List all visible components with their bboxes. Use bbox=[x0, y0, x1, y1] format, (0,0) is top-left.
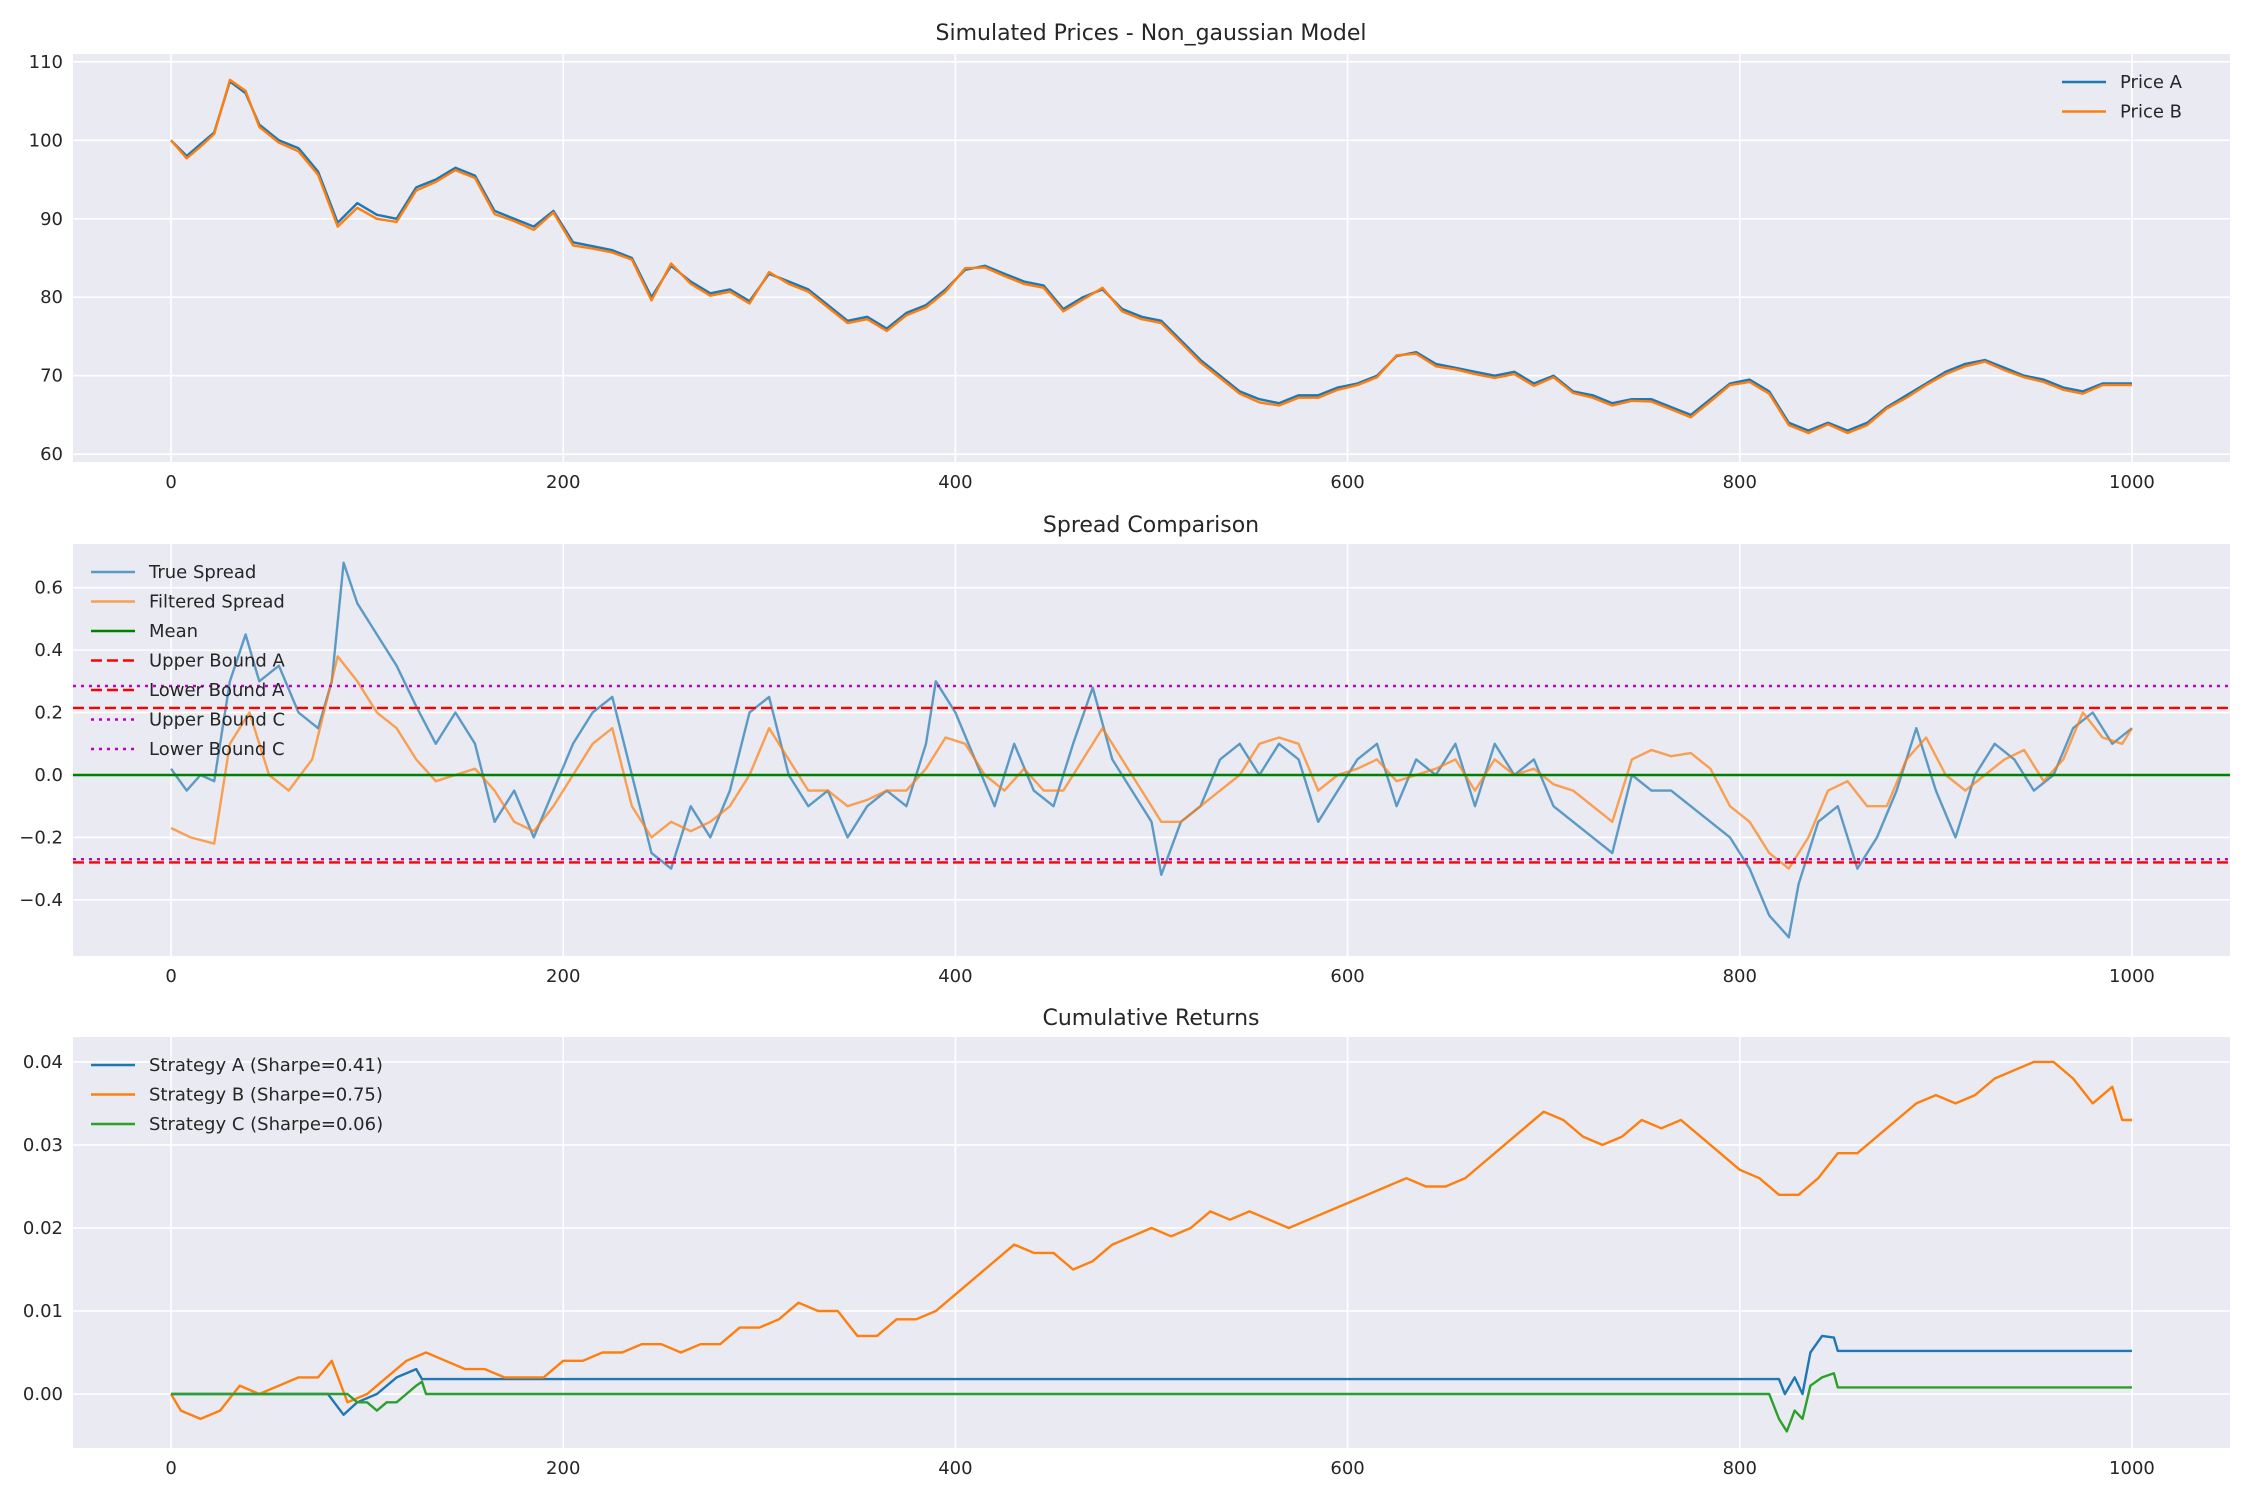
y-tick-label: 0.4 bbox=[34, 640, 63, 661]
legend-entry-lower-bound-a: Lower Bound A bbox=[91, 680, 285, 701]
x-tick-label: 600 bbox=[1330, 1458, 1364, 1479]
legend-spread: True Spread Filtered Spread Mean Upper Boun… bbox=[91, 562, 286, 760]
y-tick-label: 0.04 bbox=[23, 1052, 63, 1073]
x-tick-label: 400 bbox=[938, 966, 972, 987]
y-tick-label: 0.6 bbox=[34, 578, 63, 599]
legend-label: Strategy B (Sharpe=0.75) bbox=[149, 1085, 383, 1106]
x-tick-label: 600 bbox=[1330, 966, 1364, 987]
y-tick-label: 0.00 bbox=[23, 1384, 63, 1405]
legend-label: Filtered Spread bbox=[149, 592, 285, 613]
x-tick-label: 200 bbox=[546, 1458, 580, 1479]
y-tick-label: 60 bbox=[40, 444, 63, 465]
panel-spread: Spread Comparison 0 200 400 600 800 1000 −0.4 −… bbox=[19, 513, 2230, 987]
legend-label: Lower Bound A bbox=[149, 680, 285, 701]
y-tick-label: 0.03 bbox=[23, 1135, 63, 1156]
x-tick-label: 0 bbox=[165, 966, 176, 987]
x-tick-label: 1000 bbox=[2109, 1458, 2155, 1479]
legend-entry-price-b: Price B bbox=[2062, 102, 2182, 123]
legend-label: Upper Bound C bbox=[149, 710, 285, 731]
legend-entry-strategy-a-sharpe-0-41: Strategy A (Sharpe=0.41) bbox=[91, 1055, 383, 1076]
legend-label: Strategy C (Sharpe=0.06) bbox=[149, 1114, 383, 1135]
x-tick-label: 800 bbox=[1723, 966, 1757, 987]
series-line-price-a bbox=[170, 80, 2132, 432]
legend-entry-price-a: Price A bbox=[2062, 72, 2183, 93]
x-tick-label: 1000 bbox=[2109, 966, 2155, 987]
legend-entry-upper-bound-c: Upper Bound C bbox=[91, 710, 285, 731]
x-tick-label: 0 bbox=[165, 472, 176, 493]
legend-entry-filtered-spread: Filtered Spread bbox=[91, 592, 285, 613]
series-line-true-spread bbox=[170, 561, 2133, 939]
x-tick-label: 400 bbox=[938, 472, 972, 493]
x-tick-label: 200 bbox=[546, 472, 580, 493]
y-tick-label: 80 bbox=[40, 287, 63, 308]
legend-label: Price A bbox=[2120, 72, 2183, 93]
y-tick-label: 0.02 bbox=[23, 1218, 63, 1239]
series-line-filtered-spread bbox=[170, 655, 2134, 870]
y-tick-label: 90 bbox=[40, 209, 63, 230]
legend-label: Strategy A (Sharpe=0.41) bbox=[149, 1055, 383, 1076]
legend-label: Lower Bound C bbox=[149, 739, 285, 760]
y-tick-label: −0.2 bbox=[19, 827, 63, 848]
y-tick-label: 0.2 bbox=[34, 703, 63, 724]
legend-entry-lower-bound-c: Lower Bound C bbox=[91, 739, 285, 760]
legend-returns: Strategy A (Sharpe=0.41) Strategy B (Shar… bbox=[91, 1055, 383, 1135]
x-tick-label: 0 bbox=[165, 1458, 176, 1479]
x-tick-label: 200 bbox=[546, 966, 580, 987]
panel-prices: Simulated Prices - Non_gaussian Model 0 2… bbox=[29, 21, 2230, 493]
panel-returns: Cumulative Returns 0 200 400 600 800 1000 0.00… bbox=[23, 1006, 2230, 1479]
chart-title-returns: Cumulative Returns bbox=[1042, 1006, 1259, 1031]
legend-label: True Spread bbox=[148, 562, 256, 583]
x-tick-label: 800 bbox=[1723, 472, 1757, 493]
legend-entry-strategy-b-sharpe-0-75: Strategy B (Sharpe=0.75) bbox=[91, 1085, 383, 1106]
legend-entry-mean: Mean bbox=[91, 621, 198, 642]
y-tick-label: −0.4 bbox=[19, 890, 63, 911]
x-tick-label: 600 bbox=[1330, 472, 1364, 493]
legend-label: Price B bbox=[2120, 102, 2182, 123]
legend-label: Upper Bound A bbox=[149, 651, 286, 672]
series-line-strategy-a-sharpe-0-41 bbox=[171, 1334, 2132, 1416]
series-line-strategy-c-sharpe-0-06 bbox=[171, 1372, 2132, 1433]
y-tick-label: 100 bbox=[29, 130, 63, 151]
y-tick-label: 110 bbox=[29, 52, 63, 73]
series-line-price-b bbox=[170, 78, 2132, 435]
legend-prices: Price A Price B bbox=[2062, 72, 2183, 123]
y-tick-label: 0.0 bbox=[34, 765, 63, 786]
y-tick-label: 70 bbox=[40, 366, 63, 387]
plot-area-prices bbox=[73, 54, 2230, 462]
legend-label: Mean bbox=[149, 621, 198, 642]
plot-area-spread bbox=[73, 544, 2230, 956]
legend-entry-true-spread: True Spread bbox=[91, 562, 256, 583]
series-line-strategy-b-sharpe-0-75 bbox=[169, 1060, 2132, 1421]
legend-entry-strategy-c-sharpe-0-06: Strategy C (Sharpe=0.06) bbox=[91, 1114, 383, 1135]
x-tick-label: 1000 bbox=[2109, 472, 2155, 493]
x-tick-label: 800 bbox=[1723, 1458, 1757, 1479]
x-tick-label: 400 bbox=[938, 1458, 972, 1479]
chart-title-spread: Spread Comparison bbox=[1043, 513, 1259, 538]
chart-title-prices: Simulated Prices - Non_gaussian Model bbox=[936, 21, 1367, 46]
y-tick-label: 0.01 bbox=[23, 1301, 63, 1322]
legend-entry-upper-bound-a: Upper Bound A bbox=[91, 651, 286, 672]
